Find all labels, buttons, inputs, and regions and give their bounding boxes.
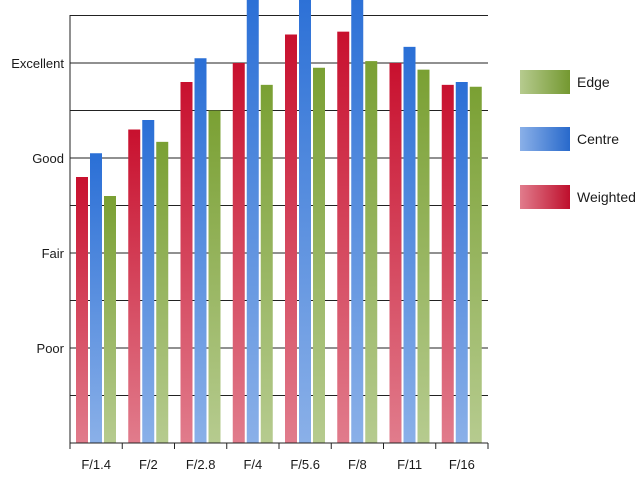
tick-labels: Poor Fair Good Excellent F/1.4 F/2 F/2.8 F/4 F/5… (11, 56, 475, 472)
x-tick-label: F/5.6 (290, 457, 320, 472)
y-tick-label: Poor (37, 341, 65, 356)
bar (128, 129, 141, 443)
legend-label: Weighted (577, 189, 636, 205)
bar (455, 82, 468, 443)
bar (313, 67, 325, 443)
bar (365, 61, 378, 443)
bar (337, 31, 350, 444)
bar (403, 46, 416, 443)
x-tick-label: F/2.8 (186, 457, 216, 472)
bar (194, 58, 207, 443)
legend-swatch (520, 70, 570, 94)
legend-swatch (520, 185, 570, 209)
bar (389, 63, 402, 443)
bar (351, 0, 364, 444)
x-tick-label: F/16 (449, 457, 475, 472)
bar (299, 0, 311, 443)
x-tick-label: F/4 (243, 457, 262, 472)
axes (69, 15, 489, 449)
bar (417, 69, 430, 444)
x-tick-label: F/11 (397, 457, 422, 472)
x-tick-label: F/1.4 (81, 457, 111, 472)
bar (76, 177, 88, 443)
legend-label: Edge (577, 74, 610, 90)
legend-swatch (520, 127, 570, 151)
bar (180, 82, 193, 443)
bars (76, 0, 482, 444)
bar (246, 0, 259, 443)
bar (469, 86, 482, 443)
legend: Edge Centre Weighted (520, 70, 636, 209)
x-tick-label: F/8 (348, 457, 367, 472)
bar (142, 120, 155, 443)
bar (285, 34, 297, 443)
bar (156, 141, 169, 443)
y-tick-label: Good (32, 151, 64, 166)
y-tick-label: Fair (42, 246, 65, 261)
bar (208, 110, 221, 443)
x-tick-label: F/2 (139, 457, 158, 472)
legend-label: Centre (577, 131, 619, 147)
bar (90, 153, 102, 443)
bar (260, 84, 273, 443)
bar (104, 196, 116, 443)
bar (441, 84, 454, 443)
y-tick-label: Excellent (11, 56, 64, 71)
bar (232, 63, 245, 443)
